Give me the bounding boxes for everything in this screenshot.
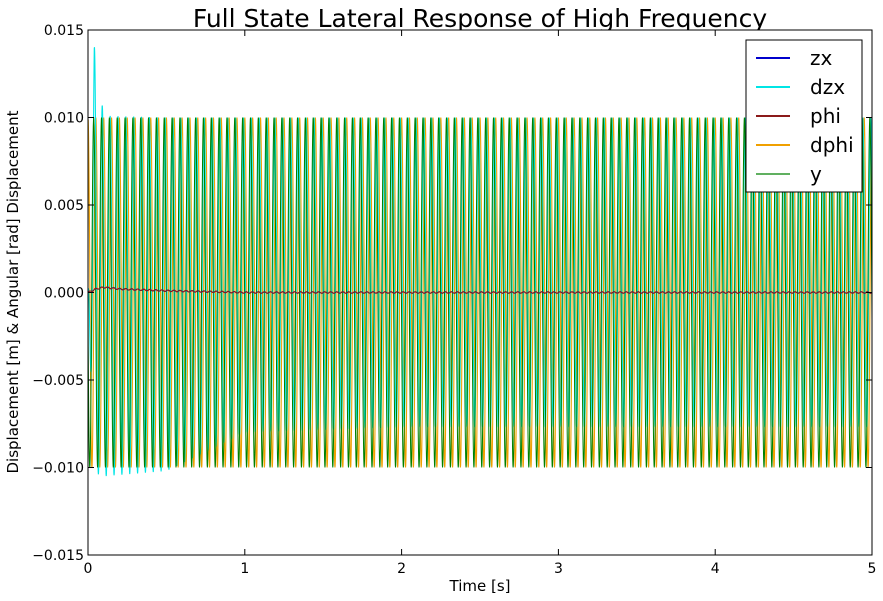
legend-label-dphi: dphi xyxy=(810,133,854,157)
series-layer xyxy=(88,47,872,477)
legend-label-y: y xyxy=(810,162,822,186)
x-tick-label: 4 xyxy=(711,561,720,577)
series-line-phi xyxy=(88,286,872,294)
y-tick-label: −0.005 xyxy=(32,373,84,389)
y-tick-label: 0.015 xyxy=(44,23,84,39)
y-tick-label: 0.010 xyxy=(44,111,84,127)
x-tick-label: 5 xyxy=(868,561,877,577)
y-tick-label: 0.005 xyxy=(44,198,84,214)
x-tick-label: 2 xyxy=(397,561,406,577)
x-tick-label: 1 xyxy=(240,561,249,577)
legend-label-dzx: dzx xyxy=(810,75,845,99)
y-axis-title: Displacement [m] & Angular [rad] Displac… xyxy=(4,110,22,473)
y-tick-label: 0.000 xyxy=(44,286,84,302)
x-axis-title: Time [s] xyxy=(449,577,511,595)
legend-label-zx: zx xyxy=(810,46,832,70)
legend-label-phi: phi xyxy=(810,104,841,128)
series-line-y xyxy=(88,117,872,468)
x-tick-label: 0 xyxy=(84,561,93,577)
x-tick-label: 3 xyxy=(554,561,563,577)
y-tick-label: −0.015 xyxy=(32,548,84,564)
legend: zx dzx phi dphi y xyxy=(745,39,863,193)
chart-title: Full State Lateral Response of High Freq… xyxy=(193,4,768,33)
tick-layer: 0 1 2 3 4 5 −0.015 −0.010 −0.005 0.000 0.005 0.010 0… xyxy=(32,23,876,577)
y-tick-label: −0.010 xyxy=(32,461,84,477)
